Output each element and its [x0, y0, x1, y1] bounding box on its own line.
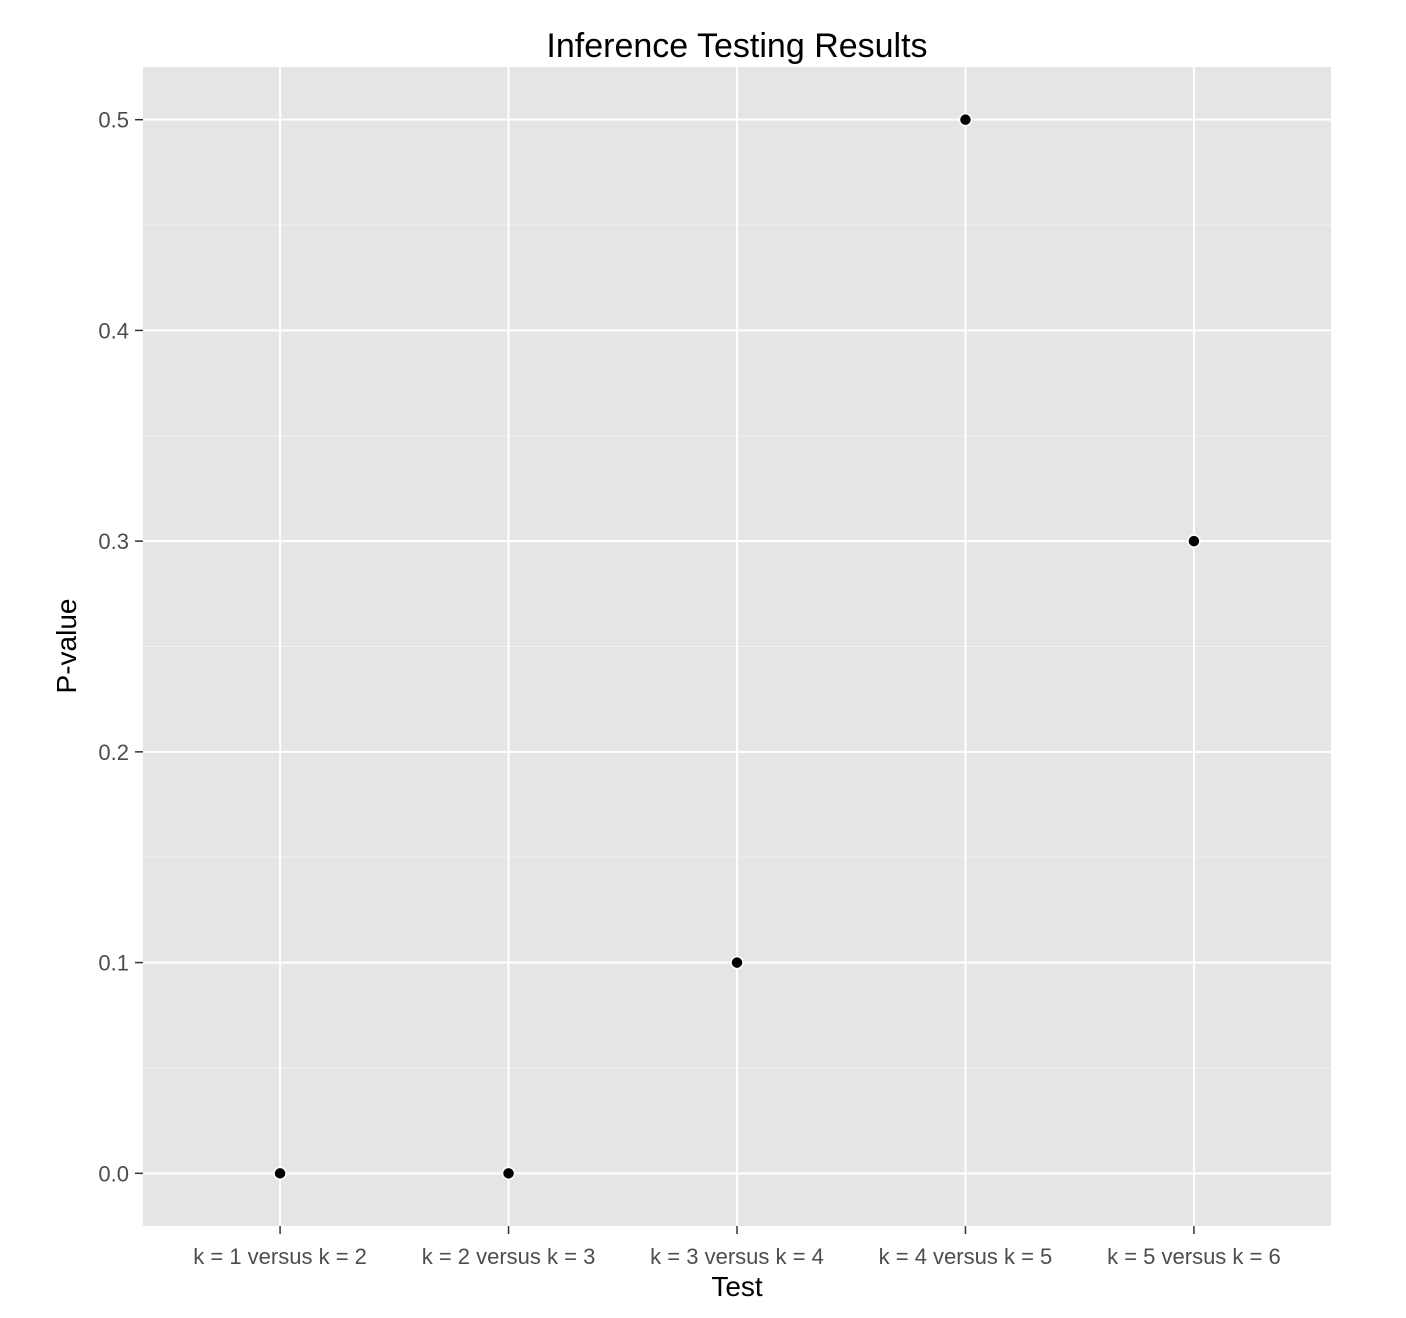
x-tick-label: k = 1 versus k = 2 [193, 1244, 367, 1269]
data-point [1187, 534, 1201, 548]
data-points [273, 112, 1201, 1181]
data-point [730, 955, 744, 970]
major-gridlines [143, 67, 1331, 1226]
x-tick-label: k = 2 versus k = 3 [422, 1244, 596, 1269]
x-tick-label: k = 4 versus k = 5 [879, 1244, 1053, 1269]
x-tick-labels: k = 1 versus k = 2 k = 2 versus k = 3 k = … [193, 1244, 1280, 1269]
x-axis-title: Test [711, 1271, 763, 1302]
data-point [958, 112, 973, 127]
y-tick-label: 0.2 [98, 740, 129, 765]
x-tick-label: k = 5 versus k = 6 [1107, 1244, 1281, 1269]
y-tick-label: 0.3 [98, 529, 129, 554]
y-axis-title: P-value [51, 599, 82, 694]
x-tick-label: k = 3 versus k = 4 [650, 1244, 824, 1269]
data-point [273, 1166, 287, 1181]
axis-ticks [135, 118, 1195, 1234]
chart-title: Inference Testing Results [546, 27, 927, 65]
y-tick-label: 0.5 [98, 108, 129, 133]
y-tick-label: 0.1 [98, 951, 129, 976]
y-tick-labels: 0.0 0.1 0.2 0.3 0.4 0.5 [98, 108, 129, 1187]
y-tick-label: 0.0 [98, 1161, 129, 1186]
y-tick-label: 0.4 [98, 318, 129, 343]
data-point [501, 1166, 516, 1181]
